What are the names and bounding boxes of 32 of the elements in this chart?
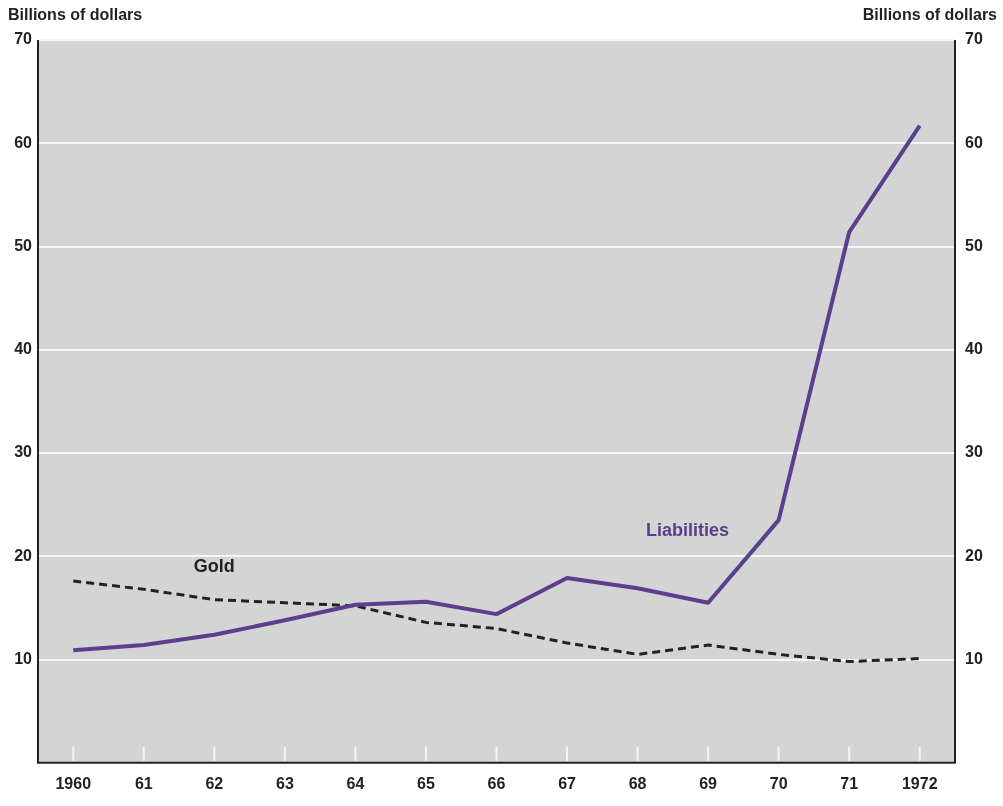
y2-tick-label: 30 xyxy=(965,443,983,461)
y-tick-label: 50 xyxy=(14,236,33,254)
series-label: Liabilities xyxy=(646,519,730,540)
y-tick-label: 30 xyxy=(14,443,33,461)
x-tick-label: 64 xyxy=(346,774,365,792)
y2-tick-label: 10 xyxy=(965,649,983,667)
y2-axis-title: Billions of dollars xyxy=(862,6,997,24)
y-tick-label: 20 xyxy=(14,546,33,564)
y-tick-label: 70 xyxy=(14,30,33,48)
x-tick-label: 65 xyxy=(417,774,435,792)
x-tick-label: 71 xyxy=(840,774,859,792)
x-tick-label: 1972 xyxy=(901,774,938,792)
y-axis-title: Billions of dollars xyxy=(8,6,143,24)
line-series xyxy=(71,579,922,664)
x-tick-label: 68 xyxy=(628,774,647,792)
series-label: Gold xyxy=(193,555,235,576)
x-tick-label: 66 xyxy=(487,774,506,792)
y2-tick-label: 60 xyxy=(965,133,983,151)
y2-tick-label: 50 xyxy=(965,236,983,254)
x-tick-label: 62 xyxy=(205,774,224,792)
y2-tick-label: 70 xyxy=(965,30,983,48)
y2-tick-label: 20 xyxy=(965,546,983,564)
x-tick-label: 69 xyxy=(699,774,718,792)
x-tick-label: 67 xyxy=(558,774,577,792)
x-tick-label: 70 xyxy=(769,774,788,792)
y-tick-label: 10 xyxy=(14,649,33,667)
x-tick-label: 63 xyxy=(275,774,294,792)
x-tick-label: 61 xyxy=(134,774,153,792)
y2-tick-label: 40 xyxy=(965,340,983,358)
x-tick-label: 1960 xyxy=(55,774,92,792)
y-tick-label: 40 xyxy=(14,340,33,358)
y-tick-label: 60 xyxy=(14,133,33,151)
